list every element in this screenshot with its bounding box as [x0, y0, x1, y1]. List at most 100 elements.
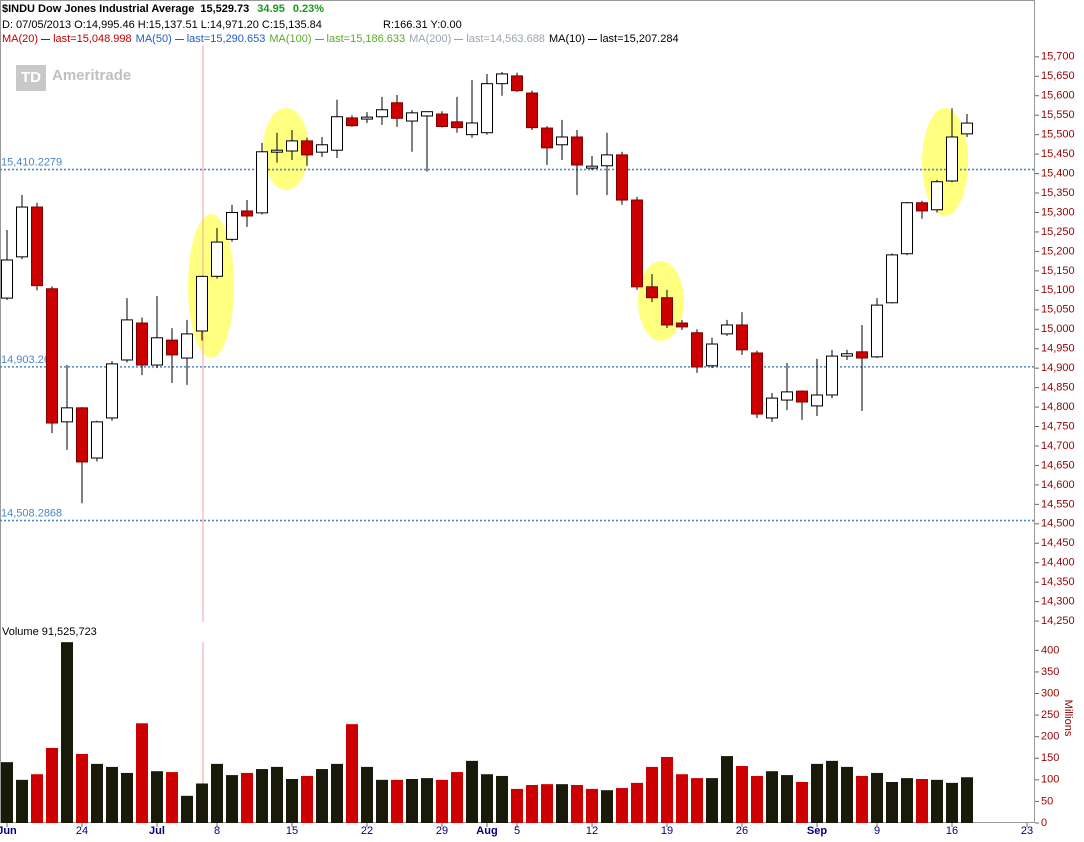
- volume-bar: [691, 778, 703, 823]
- candle-body: [541, 127, 553, 149]
- candle-body: [496, 73, 508, 85]
- y-tick-label: 14,950: [1041, 343, 1075, 355]
- candle-body: [736, 324, 748, 351]
- volume-bar: [406, 778, 418, 823]
- candle-body: [931, 181, 943, 211]
- candle-body: [781, 391, 793, 401]
- volume-bar: [736, 766, 748, 823]
- y-tick-label: 250: [1041, 709, 1059, 721]
- y-tick-label: 14,250: [1041, 615, 1075, 627]
- volume-bar: [871, 772, 883, 823]
- y-tick-label: 14,700: [1041, 440, 1075, 452]
- candle-body: [511, 75, 523, 92]
- ma-name: MA(50): [135, 33, 172, 45]
- volume-bar: [961, 777, 973, 823]
- ma-name: MA(200): [409, 33, 452, 45]
- candle-body: [16, 206, 28, 258]
- volume-bar: [886, 781, 898, 823]
- volume-bar: [31, 774, 43, 823]
- change-pct: 0.23%: [292, 3, 325, 15]
- info-line: D: 07/05/2013 O:14,995.46 H:15,137.51 L:…: [2, 18, 462, 32]
- volume-bar: [706, 778, 718, 823]
- candle-body: [796, 390, 808, 403]
- y-tick-label: 14,550: [1041, 498, 1075, 510]
- ma-entry: MA(200) last=14,563.688: [409, 32, 545, 46]
- candle-body: [826, 355, 838, 396]
- volume-bar: [226, 775, 238, 823]
- y-tick-label: 15,650: [1041, 70, 1075, 82]
- volume-bar: [271, 766, 283, 823]
- volume-bar: [421, 778, 433, 823]
- candle-body: [571, 136, 583, 166]
- x-tick-label: Aug: [476, 825, 497, 837]
- candle-body: [331, 116, 343, 151]
- candle-body: [946, 136, 958, 182]
- candle-body: [856, 351, 868, 359]
- volume-bar: [76, 753, 88, 823]
- volume-bar: [826, 760, 838, 823]
- volume-bar: [361, 766, 373, 823]
- candle-body: [61, 407, 73, 423]
- ohlc-info: D: 07/05/2013 O:14,995.46 H:15,137.51 L:…: [2, 19, 322, 31]
- volume-bar: [121, 772, 133, 823]
- candle-body: [916, 202, 928, 212]
- candle-body: [31, 206, 43, 287]
- volume-bar: [46, 747, 58, 823]
- y-tick-label: 15,600: [1041, 90, 1075, 102]
- candle-body: [751, 352, 763, 415]
- candle-body: [466, 122, 478, 136]
- volume-bar: [676, 774, 688, 823]
- ma-name: MA(10): [548, 33, 585, 45]
- ma-entry: MA(20) last=15,048.998: [2, 32, 132, 46]
- candle-body: [586, 165, 598, 169]
- volume-bar: [526, 785, 538, 823]
- x-tick-label: 29: [436, 825, 448, 837]
- volume-bar: [781, 775, 793, 823]
- change: 34.95: [257, 3, 285, 15]
- volume-bar: [106, 766, 118, 823]
- candle-body: [421, 111, 433, 117]
- candle-body: [886, 254, 898, 304]
- volume-bar: [391, 779, 403, 823]
- y-tick-label: 14,600: [1041, 479, 1075, 491]
- ma-dash: [314, 38, 324, 40]
- volume-bar: [796, 781, 808, 823]
- x-tick-label: Jun: [0, 825, 17, 837]
- candle-body: [676, 322, 688, 328]
- volume-bar: [376, 779, 388, 823]
- volume-bar: [571, 785, 583, 823]
- x-tick-label: 24: [76, 825, 88, 837]
- candle-body: [406, 112, 418, 122]
- candle-body: [301, 140, 313, 156]
- candle-body: [961, 122, 973, 135]
- candle-body: [211, 241, 223, 277]
- candle-body: [616, 154, 628, 201]
- ma-entry: MA(100) last=15,186.633: [269, 32, 405, 46]
- y-tick-label: 150: [1041, 752, 1059, 764]
- y-tick-label: 15,200: [1041, 245, 1075, 257]
- candle-body: [691, 332, 703, 368]
- y-tick-label: 15,350: [1041, 187, 1075, 199]
- plot-frame: [0, 0, 1035, 823]
- volume-bar: [511, 788, 523, 823]
- y-tick-label: 15,100: [1041, 284, 1075, 296]
- candle-body: [646, 286, 658, 299]
- volume-bar: [601, 790, 613, 823]
- y-tick-label: 14,850: [1041, 382, 1075, 394]
- candle-body: [631, 199, 643, 288]
- volume-bar: [241, 772, 253, 823]
- ma-dash: [174, 38, 184, 40]
- x-tick-label: 16: [946, 825, 958, 837]
- y-tick-label: 14,800: [1041, 401, 1075, 413]
- volume-bar: [166, 772, 178, 823]
- volume-bar: [346, 724, 358, 823]
- ma-entry: MA(10) last=15,207.284: [549, 32, 679, 46]
- volume-bar: [496, 775, 508, 823]
- volume-bar: [466, 760, 478, 823]
- y-tick-label: 15,550: [1041, 109, 1075, 121]
- ma-last: last=14,563.688: [466, 33, 545, 45]
- y-tick-label: 14,500: [1041, 518, 1075, 530]
- volume-bar: [661, 756, 673, 823]
- volume-bar: [556, 784, 568, 823]
